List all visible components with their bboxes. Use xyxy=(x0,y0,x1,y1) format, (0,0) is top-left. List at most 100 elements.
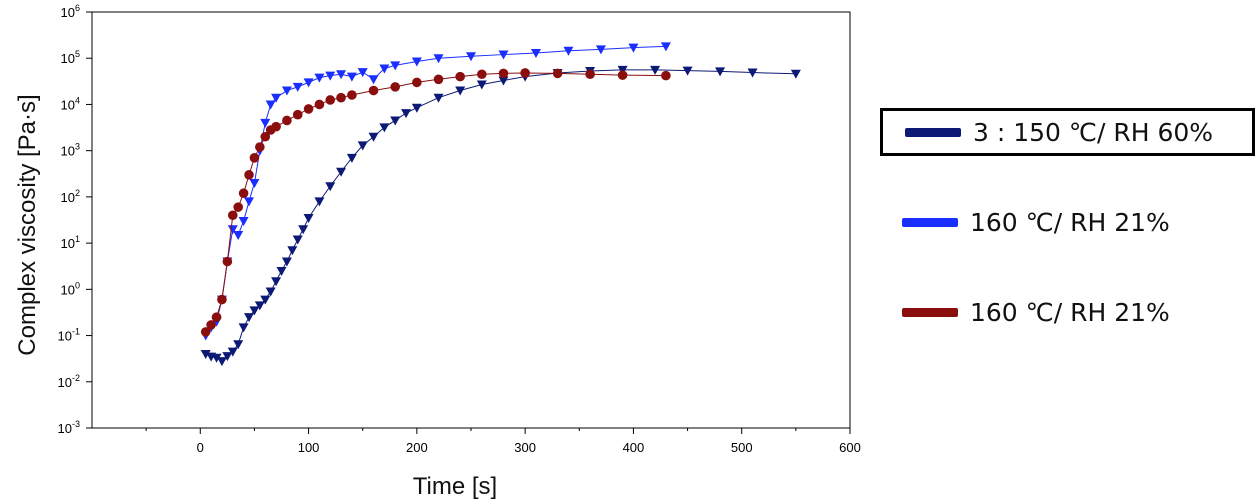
data-point xyxy=(216,357,227,367)
data-point xyxy=(520,68,530,78)
y-tick-label: 101 xyxy=(61,234,80,251)
plot-axes xyxy=(91,11,851,429)
x-tick-label: 400 xyxy=(623,440,645,455)
data-point xyxy=(325,182,336,192)
data-point xyxy=(401,109,412,119)
data-point xyxy=(265,287,276,297)
data-point xyxy=(314,197,325,207)
data-point xyxy=(238,217,249,227)
data-point xyxy=(411,57,422,67)
data-point xyxy=(346,153,357,163)
series-3 xyxy=(200,68,671,337)
data-point xyxy=(233,340,244,350)
data-point xyxy=(660,42,671,52)
data-point xyxy=(200,349,211,359)
data-point xyxy=(314,99,325,110)
data-point xyxy=(287,246,298,256)
x-tick-label: 600 xyxy=(839,440,861,455)
data-point xyxy=(617,70,628,80)
data-point xyxy=(238,188,249,199)
series-layer xyxy=(200,42,801,367)
data-point xyxy=(244,313,255,323)
data-point xyxy=(206,320,216,330)
data-point xyxy=(260,118,271,128)
series-2-line xyxy=(205,45,666,336)
data-point xyxy=(628,43,639,53)
data-point xyxy=(617,65,628,75)
data-point xyxy=(530,48,541,58)
data-point xyxy=(411,103,422,113)
data-point xyxy=(244,197,255,207)
data-point xyxy=(498,68,509,79)
series-1 xyxy=(200,65,801,367)
data-point xyxy=(433,93,444,103)
data-point xyxy=(292,109,303,120)
data-point xyxy=(233,230,244,240)
x-tick-label: 0 xyxy=(197,440,204,455)
data-point xyxy=(249,178,260,188)
data-point xyxy=(281,257,292,267)
data-point xyxy=(271,121,281,132)
x-tick-label: 100 xyxy=(298,440,320,455)
data-point xyxy=(390,116,401,126)
series-3-line xyxy=(205,72,666,333)
data-point xyxy=(650,65,661,75)
data-point xyxy=(227,225,238,235)
data-point xyxy=(200,327,211,337)
data-point xyxy=(552,68,563,79)
data-point xyxy=(227,347,238,357)
data-point xyxy=(227,210,238,221)
legend: 3 : 150 ℃/ RH 60% 160 ℃/ RH 21% 160 ℃/ R… xyxy=(880,108,1255,378)
legend-item-series-1: 3 : 150 ℃/ RH 60% xyxy=(880,108,1255,156)
data-point xyxy=(222,352,233,362)
data-point xyxy=(455,71,465,82)
data-point xyxy=(303,78,314,88)
y-tick-label: 105 xyxy=(61,49,80,66)
data-point xyxy=(303,213,314,223)
data-point xyxy=(255,142,265,152)
data-point xyxy=(244,170,254,180)
data-point xyxy=(281,86,292,96)
y-axis-title: Complex viscosity [Pa·s] xyxy=(14,94,41,355)
data-point xyxy=(336,167,347,177)
data-point xyxy=(260,131,271,142)
data-point xyxy=(292,82,303,92)
data-point xyxy=(466,52,476,62)
data-point xyxy=(379,123,390,133)
data-point xyxy=(585,69,595,80)
data-point xyxy=(498,50,509,60)
data-point xyxy=(347,90,357,100)
y-axis-ticks: 10-3 10-2 10-1 100 101 102 103 104 105 106 xyxy=(58,3,92,436)
data-point xyxy=(661,70,671,81)
legend-swatch-series-1 xyxy=(905,127,961,137)
x-tick-label: 300 xyxy=(514,440,536,455)
y-tick-label: 104 xyxy=(61,95,80,112)
legend-swatch-series-3 xyxy=(902,307,958,317)
data-point xyxy=(498,76,509,86)
data-point xyxy=(368,132,379,142)
legend-label-series-3: 160 ℃/ RH 21% xyxy=(970,297,1170,327)
data-point xyxy=(379,64,390,74)
data-point xyxy=(233,202,243,212)
y-tick-label: 100 xyxy=(61,280,80,297)
data-point xyxy=(336,92,346,103)
data-point xyxy=(455,86,466,96)
data-point xyxy=(325,95,336,105)
y-tick-label: 10-2 xyxy=(58,373,80,390)
x-tick-label: 500 xyxy=(731,440,753,455)
x-axis-title: Time [s] xyxy=(413,473,497,500)
data-point xyxy=(433,54,444,64)
y-tick-label: 10-3 xyxy=(58,419,80,436)
series-2 xyxy=(200,42,671,341)
y-tick-label: 102 xyxy=(61,188,80,205)
data-point xyxy=(249,153,260,163)
data-point xyxy=(211,353,222,363)
data-point xyxy=(357,141,368,151)
data-point xyxy=(790,69,801,79)
data-point xyxy=(303,104,314,114)
data-point xyxy=(249,306,260,316)
data-point xyxy=(390,61,401,71)
data-point xyxy=(412,77,422,88)
x-axis-ticks: 0 100 200 300 400 500 600 xyxy=(145,428,861,455)
